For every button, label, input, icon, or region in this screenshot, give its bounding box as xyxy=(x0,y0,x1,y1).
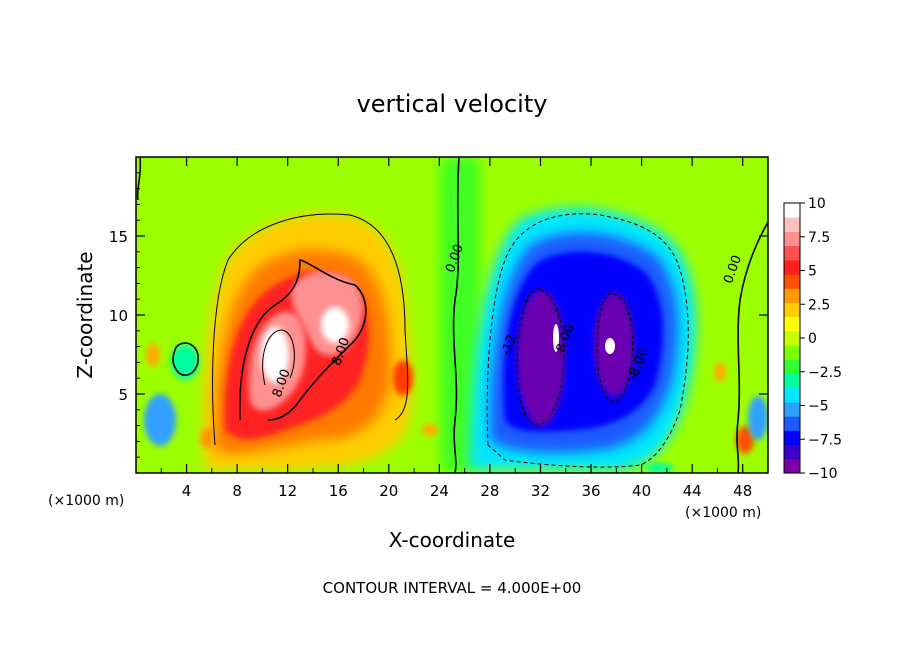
blob xyxy=(748,396,768,440)
x-axis-label: X-coordinate xyxy=(389,528,516,552)
colorbar-swatch xyxy=(784,203,800,218)
colorbar-swatch xyxy=(784,259,800,275)
y-tick-label: 5 xyxy=(118,386,128,404)
blob xyxy=(422,424,438,436)
colorbar-swatch xyxy=(784,444,800,460)
colorbar-swatch xyxy=(784,387,800,403)
blob xyxy=(144,394,176,446)
chart-title: vertical velocity xyxy=(357,90,548,118)
downdraft-max-2 xyxy=(605,338,615,354)
colorbar-swatch xyxy=(784,416,800,431)
colorbar-swatch xyxy=(784,359,800,375)
x-tick-label: 12 xyxy=(278,482,297,500)
updraft-4-contour xyxy=(212,213,409,446)
plot-area: 0.00 0.008.008.00 -8.00-8.00-12 xyxy=(136,157,768,473)
downdraft-minus4-contour xyxy=(486,213,689,468)
updraft-max-2 xyxy=(321,307,349,343)
zero-contour-center xyxy=(452,157,460,473)
colorbar-tick-label: 7.5 xyxy=(808,230,830,246)
x-tick-label: 16 xyxy=(329,482,348,500)
updraft-region xyxy=(203,213,413,470)
contour-lines xyxy=(136,157,768,473)
colorbar-tick-label: 5 xyxy=(808,264,817,280)
x-tick-label: 8 xyxy=(232,482,242,500)
updraft-secondary xyxy=(393,360,413,396)
colorbar-swatch xyxy=(784,274,800,289)
colorbar-swatch xyxy=(784,458,800,474)
blob xyxy=(200,428,216,448)
blob xyxy=(646,463,674,473)
colorbar-tick-label: 10 xyxy=(808,196,826,212)
blob xyxy=(736,426,754,454)
x-tick-label: 44 xyxy=(683,482,702,500)
downdraft-max-1 xyxy=(553,324,559,352)
colorbar-swatch xyxy=(784,401,800,417)
colorbar-tick-label: −2.5 xyxy=(808,365,842,381)
x-tick-label: 32 xyxy=(531,482,550,500)
updraft-8-contour xyxy=(239,259,367,421)
downdraft-minus8-contour-2 xyxy=(596,292,634,402)
colorbar-swatch xyxy=(784,373,800,389)
downdraft-min-1 xyxy=(517,290,565,426)
colorbar-swatch xyxy=(784,316,800,332)
colorbar-swatch xyxy=(784,330,800,346)
colorbar: 10 7.5 5 2.5 0 −2.5 −5 −7.5 −10 xyxy=(783,196,842,482)
y-axis: 5 10 15 xyxy=(109,172,768,458)
colorbar-tick-label: −10 xyxy=(808,466,838,482)
x-tick-label: 20 xyxy=(379,482,398,500)
x-unit-left: (×1000 m) xyxy=(48,493,124,509)
colorbar-swatch xyxy=(784,217,800,232)
colorbar-swatch xyxy=(784,430,800,446)
colorbar-tick-label: −5 xyxy=(808,399,829,415)
x-axis: 4 8 12 16 20 24 28 32 36 40 44 48 xyxy=(160,157,752,500)
x-tick-label: 24 xyxy=(430,482,449,500)
colorbar-tick-label: 0 xyxy=(808,331,817,347)
y-axis-label: Z-coordinate xyxy=(73,251,97,378)
blob xyxy=(714,362,726,382)
colorbar-swatch xyxy=(784,245,800,261)
zero-contour-blob xyxy=(172,342,199,376)
colorbar-tick-label: 2.5 xyxy=(808,297,830,313)
colorbar-swatch xyxy=(784,288,800,303)
y-tick-label: 15 xyxy=(109,228,128,246)
colorbar-tick-label: −7.5 xyxy=(808,432,842,448)
x-tick-label: 4 xyxy=(182,482,192,500)
colorbar-swatch xyxy=(784,302,800,318)
x-unit-right: (×1000 m) xyxy=(685,505,761,521)
contour-interval-note: CONTOUR INTERVAL = 4.000E+00 xyxy=(323,579,582,597)
zero-contour-left xyxy=(136,157,142,201)
x-tick-label: 36 xyxy=(581,482,600,500)
zero-contour-right xyxy=(736,221,768,473)
x-tick-label: 28 xyxy=(480,482,499,500)
colorbar-swatch xyxy=(784,231,800,247)
updraft-12-contour xyxy=(262,329,295,386)
x-tick-label: 40 xyxy=(632,482,651,500)
colorbar-swatch xyxy=(784,345,800,360)
x-tick-label: 48 xyxy=(733,482,752,500)
downdraft-region xyxy=(470,208,696,470)
y-tick-label: 10 xyxy=(109,307,128,325)
blob xyxy=(146,343,160,367)
contour-label: -12 xyxy=(499,333,520,358)
